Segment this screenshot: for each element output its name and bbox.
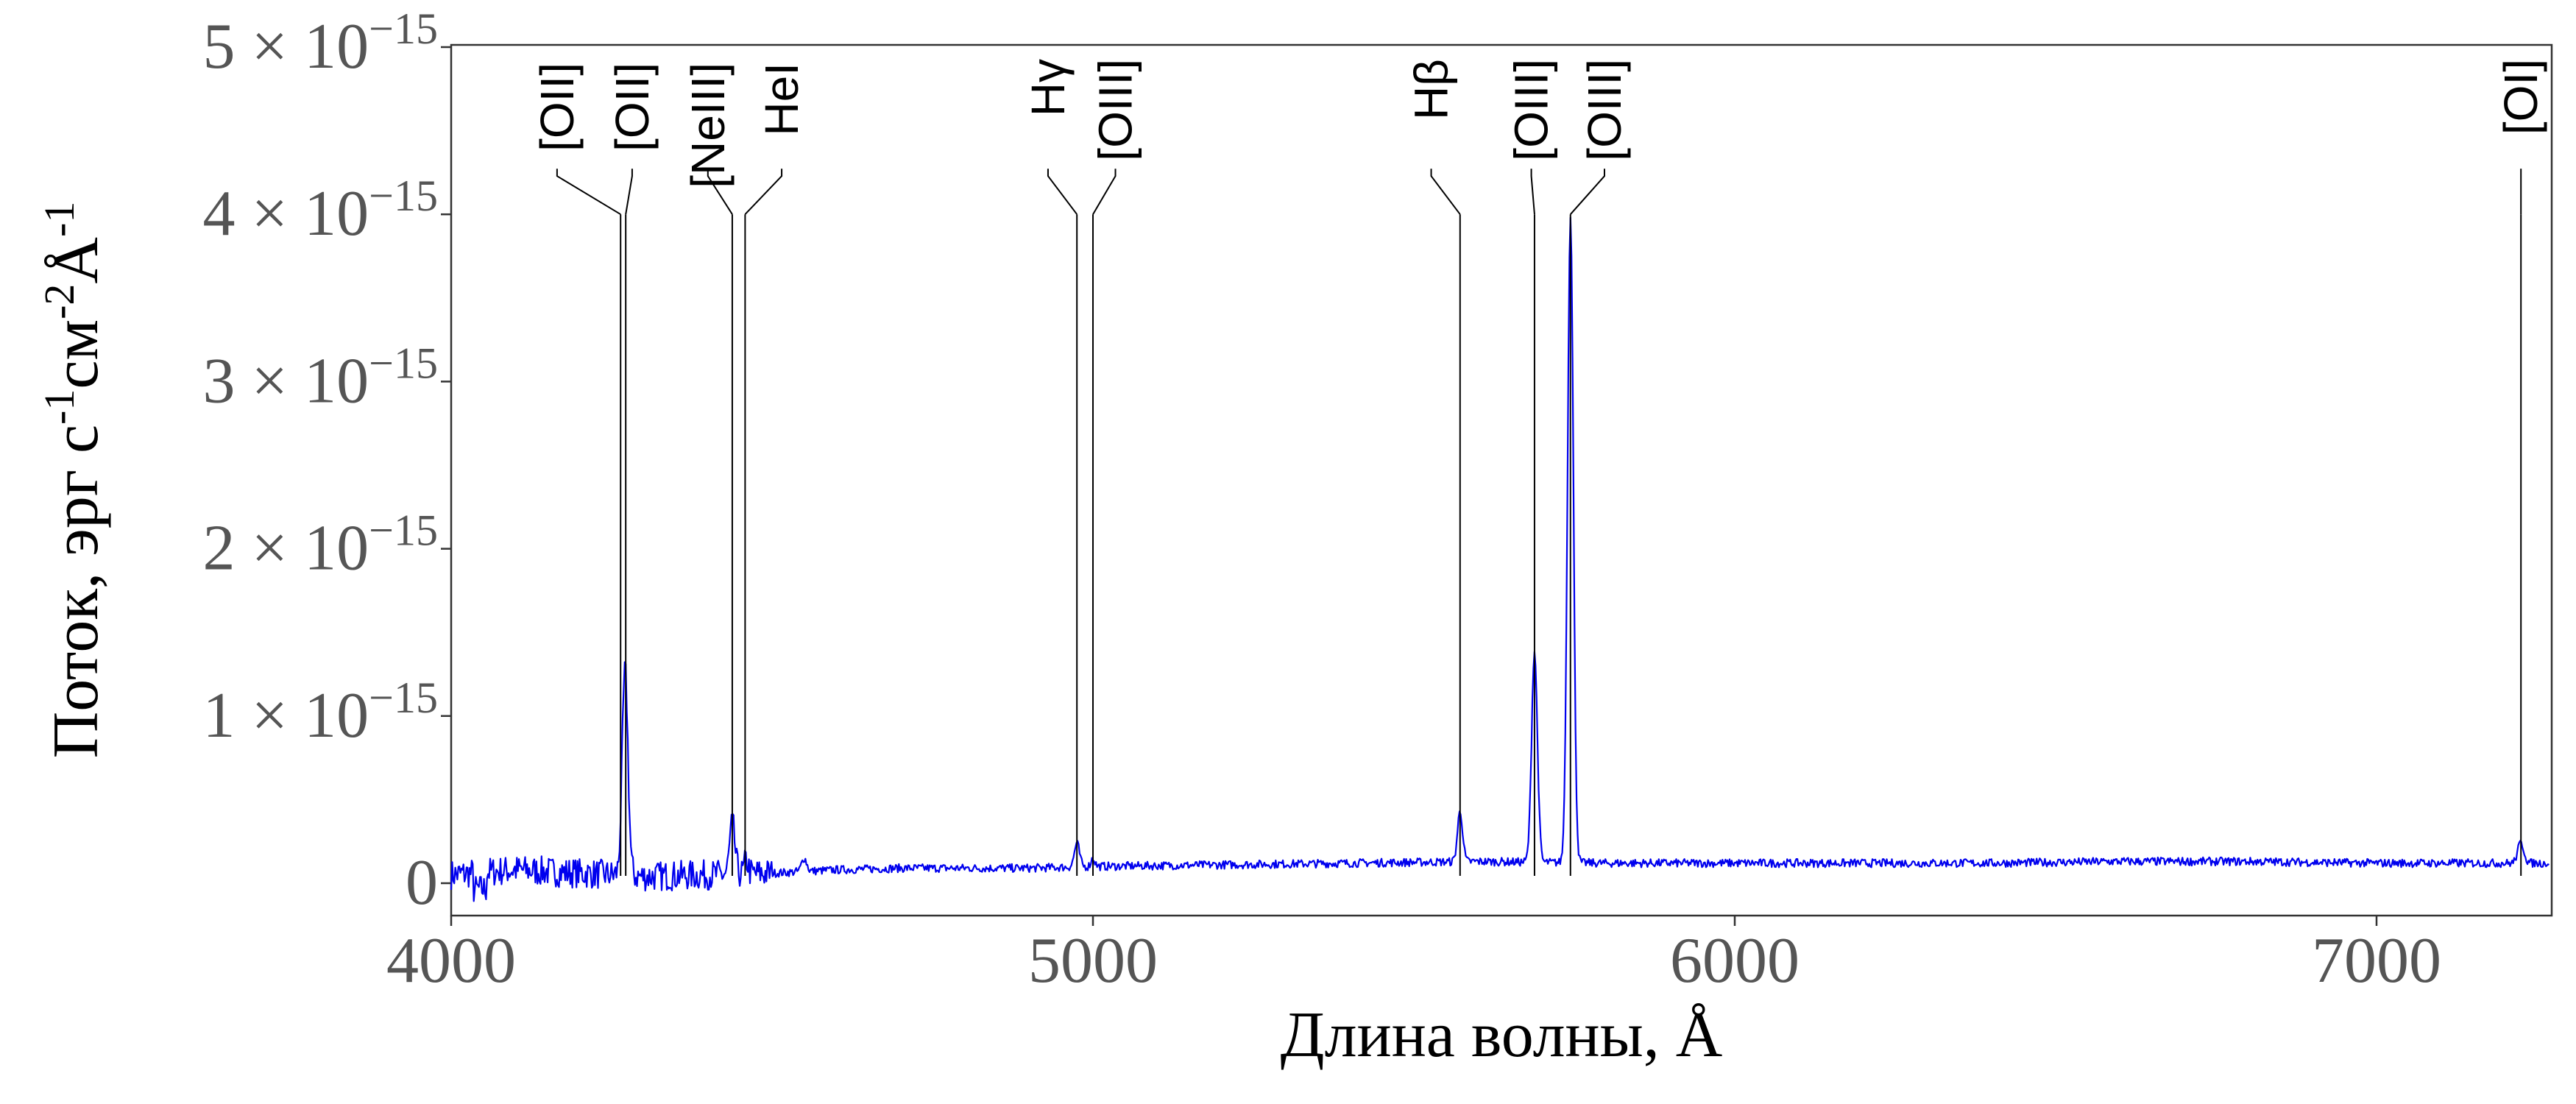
spectral-line-label: Hγ: [1022, 59, 1075, 116]
y-tick-label-exponent: −15: [369, 4, 438, 53]
annotation-connector: [556, 169, 621, 216]
x-tick-label: 6000: [1670, 925, 1800, 997]
y-tick-label: 1 × 10−15: [203, 673, 438, 751]
y-tick-label: 3 × 10−15: [203, 339, 438, 417]
y-axis: 01 × 10−152 × 10−153 × 10−154 × 10−155 ×…: [203, 4, 451, 919]
plot-area: [450, 43, 2553, 917]
annotation-connector: [1092, 169, 1117, 215]
y-tick-label-exponent: −15: [369, 171, 438, 220]
spectral-line-label: [NeIII]: [682, 63, 735, 188]
y-axis-title: Поток, эрг с-1см-2Å-1: [35, 202, 113, 759]
annotation-connector: [625, 169, 633, 215]
y-tick-label-exponent: −15: [369, 506, 438, 555]
spectral-line-label: [OI]: [2494, 59, 2547, 135]
spectral-line-label: [OII]: [531, 63, 584, 152]
annotation-connector: [1530, 169, 1535, 215]
annotation-connector: [1047, 169, 1078, 215]
spectrum-series: [450, 216, 2550, 902]
spectral-line-label: Hβ: [1405, 59, 1458, 120]
y-tick-label-mantissa: 2 × 10: [203, 513, 369, 584]
line-annotations: [OII] [OII] [NeIII] HeI Hγ [OIII] Hβ [OIII] [OII…: [531, 59, 2547, 876]
y-tick-label-mantissa: 1 × 10: [203, 680, 369, 751]
y-tick-label: 2 × 10−15: [203, 506, 438, 584]
x-tick-label: 5000: [1028, 925, 1158, 997]
y-tick-label: 0: [406, 847, 438, 919]
annotation-connector: [744, 169, 783, 215]
annotation-connector: [1570, 169, 1605, 215]
y-axis-title-sup1: -1: [35, 389, 83, 425]
spectral-line-label: [OIII]: [1089, 59, 1142, 161]
spectral-line-label: [OII]: [606, 63, 659, 152]
x-axis: 4000 5000 6000 7000: [386, 916, 2441, 997]
y-tick-label-mantissa: 4 × 10: [203, 178, 369, 250]
x-tick-label: 4000: [386, 925, 516, 997]
y-axis-title-mid: см: [40, 319, 112, 389]
annotation-connector: [707, 169, 733, 215]
y-tick-label-mantissa: 3 × 10: [203, 345, 369, 417]
y-axis-title-base: Поток, эрг с: [40, 425, 112, 758]
spectral-line-label: HeI: [755, 63, 808, 136]
y-tick-label-mantissa: 5 × 10: [203, 11, 369, 82]
y-tick-label-exponent: −15: [369, 339, 438, 387]
x-axis-title: Длина волны, Å: [1281, 999, 1723, 1071]
spectrum-line: [450, 216, 2550, 902]
y-axis-title-sup2: -2: [35, 284, 83, 319]
y-tick-label: 5 × 10−15: [203, 4, 438, 82]
y-axis-title-end: Å: [40, 237, 112, 284]
x-tick-label: 7000: [2312, 925, 2441, 997]
y-tick-label-exponent: −15: [369, 673, 438, 722]
y-axis-title-sup3: -1: [35, 202, 83, 237]
spectral-line-label: [OIII]: [1578, 59, 1631, 161]
y-tick-label-mantissa: 0: [406, 847, 438, 919]
spectral-line-label: [OIII]: [1505, 59, 1558, 161]
y-tick-label: 4 × 10−15: [203, 171, 438, 250]
annotation-connector: [1430, 169, 1461, 215]
